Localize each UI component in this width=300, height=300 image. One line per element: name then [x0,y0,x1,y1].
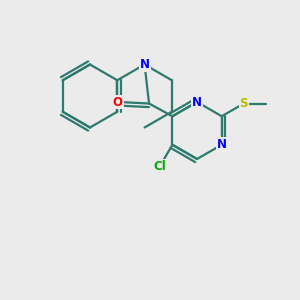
Text: O: O [112,95,123,109]
Text: S: S [240,97,248,110]
Text: N: N [192,95,202,109]
Text: N: N [217,138,227,151]
Text: N: N [140,58,150,71]
Text: Cl: Cl [153,160,166,173]
